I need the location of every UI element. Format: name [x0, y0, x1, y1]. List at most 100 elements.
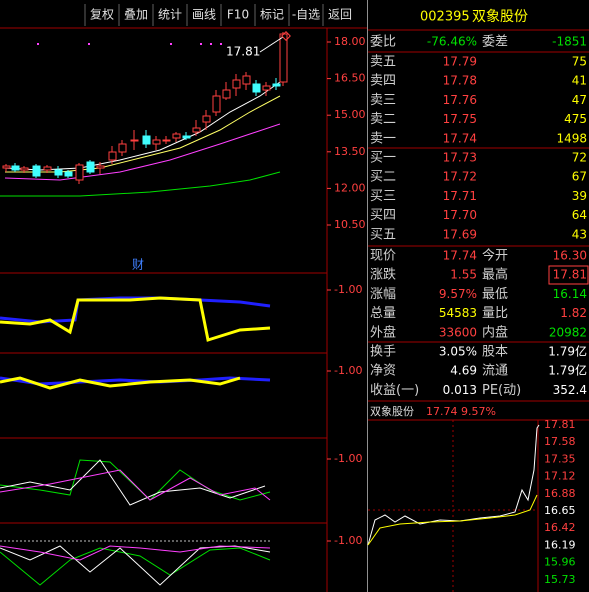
- order-volume: 475: [564, 112, 587, 126]
- candle-body: [192, 127, 201, 133]
- label: 换手: [370, 345, 396, 360]
- candle-body: [152, 139, 161, 145]
- order-price: 17.76: [443, 93, 477, 107]
- value: 1.82: [560, 306, 587, 320]
- high-box: [548, 265, 589, 285]
- value: 352.4: [553, 383, 587, 397]
- label: 最高: [482, 267, 508, 283]
- label: 委比: [370, 35, 396, 50]
- order-level: 买四: [370, 208, 396, 223]
- candle-body: [232, 79, 241, 89]
- indicator-label: -1.00: [334, 364, 362, 377]
- order-volume: 67: [572, 170, 587, 184]
- order-volume: 72: [572, 151, 587, 165]
- label: 收益(一): [370, 383, 419, 398]
- value: 3.05%: [439, 345, 477, 359]
- toolbar-button[interactable]: 画线: [192, 8, 216, 22]
- indicators: [0, 296, 271, 586]
- label: 流通: [482, 364, 508, 379]
- order-level: 卖五: [370, 55, 396, 70]
- stock-code: 002395: [420, 10, 470, 25]
- toolbar-button[interactable]: F10: [227, 8, 249, 22]
- finance-marker: 财: [132, 258, 144, 272]
- toolbar-button[interactable]: -自选: [292, 8, 320, 22]
- label: 量比: [482, 306, 508, 321]
- order-level: 卖四: [370, 74, 396, 89]
- intraday-y-label: 17.81: [544, 418, 576, 431]
- value: 16.14: [553, 287, 587, 301]
- order-volume: 41: [572, 74, 587, 88]
- label: 总量: [370, 306, 396, 321]
- toolbar-button[interactable]: 叠加: [124, 8, 148, 22]
- candle-body: [20, 167, 29, 171]
- intraday-y-label: 15.73: [544, 573, 576, 586]
- intraday-change: 9.57%: [461, 405, 496, 418]
- order-price: 17.73: [443, 151, 477, 165]
- order-price: 17.74: [443, 131, 477, 145]
- order-price: 17.69: [443, 227, 477, 241]
- label: 外盘: [370, 324, 396, 340]
- dots: [37, 43, 222, 45]
- order-volume: 39: [572, 189, 587, 203]
- value: 9.57%: [439, 287, 477, 301]
- order-level: 买二: [370, 170, 396, 185]
- order-volume: 47: [572, 93, 587, 107]
- candle-body: [182, 135, 191, 139]
- candle-body: [96, 165, 105, 169]
- indicator-label: -1.00: [334, 283, 362, 296]
- label: 现价: [370, 249, 396, 264]
- candle-body: [242, 75, 251, 85]
- order-level: 卖二: [370, 112, 396, 127]
- toolbar-button[interactable]: 返回: [328, 8, 352, 22]
- label: 最低: [482, 287, 508, 302]
- candle-body: [86, 161, 95, 173]
- value: 1.79亿: [548, 344, 587, 359]
- y-tick-label: 15.00: [334, 108, 366, 121]
- candle-body: [262, 85, 271, 91]
- label: 涨幅: [370, 287, 396, 302]
- candle-body: [75, 164, 84, 181]
- intraday-y-label: 17.58: [544, 435, 576, 448]
- order-price: 17.75: [443, 112, 477, 126]
- intraday-y-label: 16.65: [544, 504, 576, 517]
- candle-body: [11, 165, 20, 171]
- order-volume: 1498: [556, 131, 587, 145]
- label: PE(动): [482, 383, 521, 398]
- order-level: 买一: [370, 151, 396, 166]
- label: 内盘: [482, 324, 508, 340]
- candle-body: [54, 169, 63, 176]
- candles: [2, 32, 288, 184]
- toolbar-button[interactable]: 标记: [260, 8, 284, 22]
- value: 0.013: [443, 383, 477, 397]
- annotation-leader: [259, 36, 284, 53]
- order-volume: 43: [572, 227, 587, 241]
- value: 4.69: [450, 364, 477, 378]
- intraday-name: 双象股份: [370, 405, 414, 418]
- value: 17.81: [553, 268, 587, 282]
- value: 16.30: [553, 249, 587, 263]
- intraday-y-label: 16.19: [544, 538, 576, 551]
- label: 今开: [482, 248, 508, 264]
- toolbar-button[interactable]: 复权: [90, 8, 114, 22]
- intraday-y-label: 16.88: [544, 487, 576, 500]
- indicator-label: -1.00: [334, 534, 362, 547]
- order-volume: 64: [572, 208, 587, 222]
- intraday-y-label: 15.96: [544, 556, 576, 569]
- price-annotation: 17.81: [226, 45, 260, 59]
- order-level: 卖一: [370, 131, 396, 146]
- order-level: 卖三: [370, 93, 396, 108]
- candle-body: [202, 115, 211, 123]
- toolbar-button[interactable]: 统计: [158, 8, 182, 22]
- order-price: 17.71: [443, 189, 477, 203]
- order-volume: 75: [572, 55, 587, 69]
- value: 1.55: [450, 268, 477, 282]
- label: 涨跌: [370, 267, 396, 283]
- y-tick-label: 16.50: [334, 72, 366, 85]
- y-tick-label: 12.00: [334, 181, 366, 194]
- candle-body: [279, 33, 288, 83]
- order-price: 17.78: [443, 74, 477, 88]
- intraday-y-label: 17.35: [544, 452, 576, 465]
- label: 净资: [370, 364, 396, 379]
